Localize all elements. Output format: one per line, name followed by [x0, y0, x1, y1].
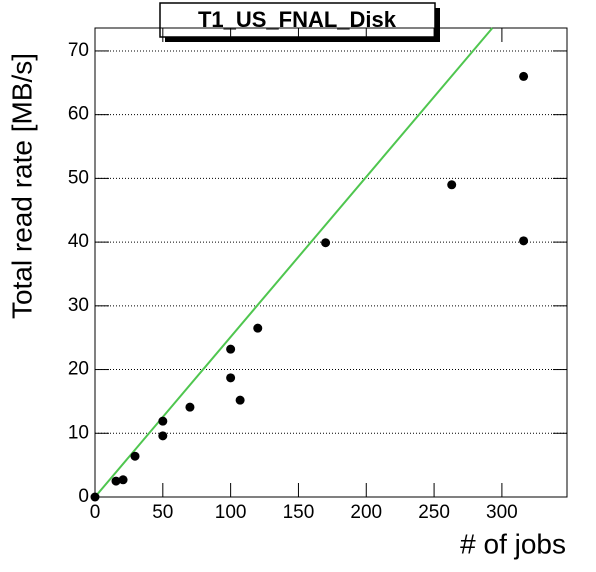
plot-frame	[94, 27, 568, 498]
x-axis-label: # of jobs	[460, 528, 566, 559]
data-point	[235, 395, 245, 405]
data-point	[519, 236, 529, 246]
y-tick-label: 20	[68, 359, 89, 380]
data-point	[90, 492, 100, 502]
data-point	[519, 71, 529, 81]
y-tick-label: 40	[68, 231, 89, 252]
x-tick-label: 100	[215, 502, 247, 523]
y-tick-label: 10	[68, 422, 89, 443]
data-point	[118, 475, 128, 485]
title-box	[159, 2, 436, 38]
data-point	[158, 431, 168, 441]
x-tick-label: 200	[350, 502, 382, 523]
x-tick-label: 250	[418, 502, 450, 523]
x-tick-label: 50	[152, 502, 173, 523]
fit-line	[94, 27, 494, 498]
data-point	[226, 373, 236, 383]
y-tick-label: 70	[68, 40, 89, 61]
y-tick-label: 50	[68, 167, 89, 188]
x-tick-label: 0	[90, 502, 101, 523]
y-axis-label: Total read rate [MB/s]	[6, 53, 37, 319]
data-point	[185, 402, 195, 412]
data-point	[253, 323, 263, 333]
data-point	[321, 238, 331, 248]
y-tick-label: 60	[68, 104, 89, 125]
y-tick-label: 30	[68, 295, 89, 316]
data-point	[158, 416, 168, 426]
data-point	[130, 451, 140, 461]
data-point	[447, 180, 457, 190]
y-tick-label: 0	[78, 486, 89, 507]
x-tick-label: 150	[283, 502, 315, 523]
x-tick-label: 300	[486, 502, 518, 523]
data-point	[111, 476, 121, 486]
data-point	[226, 344, 236, 354]
